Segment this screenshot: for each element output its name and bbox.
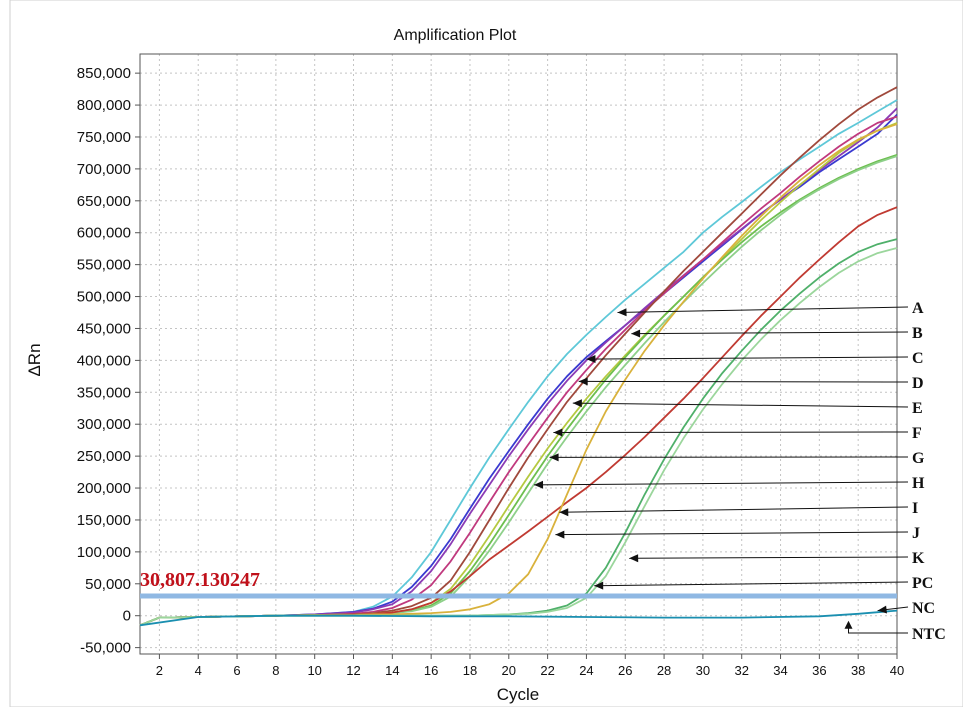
x-tick-label: 12 — [346, 663, 360, 678]
y-tick-label: 300,000 — [77, 416, 131, 433]
annotation-arrowhead — [629, 554, 639, 563]
annotation-label-i: I — [912, 500, 918, 517]
annotation-leader — [578, 380, 909, 383]
plot-area — [139, 53, 898, 655]
y-tick-label: 400,000 — [77, 352, 131, 369]
x-tick-label: 14 — [385, 663, 399, 678]
annotation-leader — [848, 626, 908, 634]
y-tick-label: 600,000 — [77, 225, 131, 242]
annotation-leader — [586, 356, 909, 360]
annotation-arrowhead — [631, 329, 641, 338]
annotation-arrowhead — [586, 355, 596, 363]
annotation-label-c: C — [912, 350, 924, 367]
annotation-arrowhead — [594, 581, 604, 590]
annotation-label-ntc: NTC — [912, 626, 946, 643]
annotation-label-a: A — [912, 300, 924, 317]
y-tick-label: 150,000 — [77, 512, 131, 529]
annotation-leader — [594, 581, 909, 587]
threshold-label: 30,807.130247 — [140, 569, 260, 591]
annotation-leader — [572, 402, 909, 408]
x-tick-label: 38 — [851, 663, 865, 678]
y-tick-label: 550,000 — [77, 257, 131, 274]
annotation-leader — [617, 306, 909, 313]
x-tick-label: 20 — [502, 663, 516, 678]
x-tick-label: 18 — [463, 663, 477, 678]
y-tick-label: 800,000 — [77, 97, 131, 114]
x-tick-label: 32 — [734, 663, 748, 678]
annotation-label-e: E — [912, 400, 923, 417]
annotation-label-f: F — [912, 425, 922, 442]
y-axis: -50,000 0 50,000 100,000 150,000 200,000 250,0… — [77, 65, 140, 657]
x-tick-label: 22 — [540, 663, 554, 678]
x-tick-label: 26 — [618, 663, 632, 678]
series-line-10 — [139, 123, 898, 627]
annotation-label-j: J — [912, 525, 920, 542]
annotation-label-g: G — [912, 450, 925, 467]
x-tick-label: 6 — [233, 663, 240, 678]
annotation-leader — [533, 481, 909, 486]
x-tick-label: 4 — [195, 663, 202, 678]
x-axis: 2 4 6 8 10 12 14 16 18 20 22 24 26 28 30 32 34 36 38 40 — [156, 654, 904, 678]
series-line-3 — [139, 107, 898, 627]
annotation-arrowhead — [559, 508, 569, 517]
annotation-leader — [629, 556, 909, 559]
annotation-label-nc: NC — [912, 600, 935, 617]
figure-border — [9, 0, 963, 707]
annotation-label-b: B — [912, 325, 923, 342]
x-axis-label: Cycle — [497, 685, 540, 704]
annotation-leader — [559, 506, 909, 513]
y-tick-label: 100,000 — [77, 544, 131, 561]
x-tick-label: 24 — [579, 663, 593, 678]
annotation-label-k: K — [912, 550, 925, 567]
x-tick-label: 34 — [773, 663, 787, 678]
x-tick-label: 40 — [890, 663, 904, 678]
y-tick-label: 750,000 — [77, 129, 131, 146]
annotation-arrowhead — [534, 480, 544, 489]
annotation-leader — [631, 331, 909, 335]
annotation-arrowhead — [549, 453, 559, 462]
y-tick-label: 0 — [123, 608, 131, 625]
annotation-arrowhead — [553, 428, 563, 437]
y-tick-label: 350,000 — [77, 384, 131, 401]
y-tick-label: 650,000 — [77, 193, 131, 210]
annotation-label-pc: PC — [912, 575, 933, 592]
y-tick-label: 450,000 — [77, 320, 131, 337]
y-tick-label: 850,000 — [77, 65, 131, 82]
x-tick-label: 2 — [156, 663, 163, 678]
annotation-label-d: D — [912, 375, 924, 392]
x-tick-label: 36 — [812, 663, 826, 678]
annotation-leader — [553, 431, 909, 433]
y-tick-label: 50,000 — [85, 576, 131, 593]
grid — [140, 54, 898, 654]
annotation-arrowhead — [572, 399, 582, 408]
y-axis-label: ΔRn — [25, 343, 44, 376]
x-tick-label: 28 — [657, 663, 671, 678]
y-tick-label: 200,000 — [77, 480, 131, 497]
annotation-arrowhead — [578, 377, 588, 386]
x-tick-label: 16 — [424, 663, 438, 678]
annotation-arrowhead — [877, 605, 887, 614]
series-lines — [139, 86, 898, 627]
series-line-13 — [139, 609, 898, 627]
annotation-label-h: H — [912, 475, 925, 492]
y-tick-label: -50,000 — [80, 640, 131, 657]
chart-title: Amplification Plot — [394, 27, 517, 44]
x-tick-label: 30 — [696, 663, 710, 678]
annotation-arrowhead — [555, 530, 565, 539]
annotation-leader — [555, 531, 909, 536]
y-tick-label: 700,000 — [77, 161, 131, 178]
y-tick-label: 250,000 — [77, 448, 131, 465]
annotation-arrowhead — [844, 620, 853, 629]
x-tick-label: 8 — [272, 663, 279, 678]
x-tick-label: 10 — [307, 663, 321, 678]
annotation-arrowhead — [617, 308, 627, 317]
y-tick-label: 500,000 — [77, 289, 131, 306]
